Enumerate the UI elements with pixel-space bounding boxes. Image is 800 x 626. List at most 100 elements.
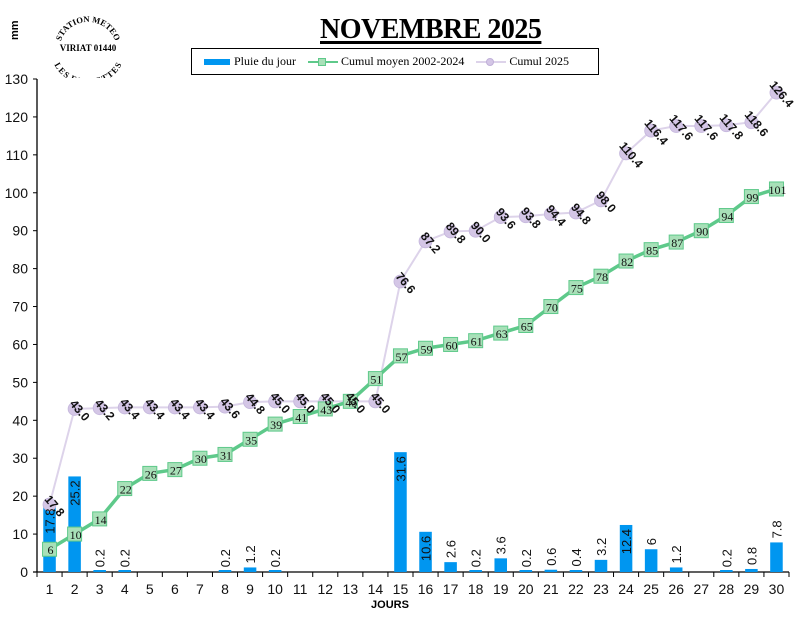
- rain-value-label: 25.2: [68, 480, 83, 505]
- average-cumul-value-label: 10: [70, 528, 82, 542]
- x-tick-label: 15: [393, 581, 409, 597]
- rain-value-label: 31.6: [393, 456, 408, 481]
- cumul-2025-marker: [218, 399, 232, 414]
- average-cumul-marker: [618, 253, 634, 269]
- y-tick-label: 0: [20, 564, 28, 580]
- x-tick-label: 21: [543, 581, 559, 597]
- average-cumul-marker: [668, 234, 684, 250]
- cumul-2025-marker: [167, 400, 182, 415]
- y-tick-label: 80: [12, 261, 28, 277]
- rain-value-label: 7.8: [769, 520, 784, 538]
- average-cumul-marker: [117, 481, 133, 497]
- cumul-2025-marker: [744, 115, 759, 130]
- average-cumul-value-label: 31: [220, 448, 232, 462]
- average-cumul-marker: [643, 242, 659, 258]
- y-tick-label: 50: [12, 374, 28, 390]
- average-cumul-value-label: 51: [370, 373, 382, 387]
- rain-bar: [644, 549, 658, 572]
- legend-item-cumul-2025: Cumul 2025: [476, 54, 569, 69]
- x-tick-label: 6: [171, 581, 179, 597]
- cumul-2025-marker: [694, 119, 709, 133]
- bar-swatch-icon: [204, 58, 230, 65]
- average-cumul-marker: [342, 393, 358, 409]
- y-tick-label: 70: [12, 299, 28, 315]
- rain-bar: [544, 569, 558, 572]
- average-cumul-value-label: 41: [295, 411, 307, 425]
- cumul-2025-value-label: 45.0: [368, 389, 394, 416]
- rain-value-label: 0.8: [744, 547, 759, 565]
- rain-value-label: 0.2: [218, 549, 233, 567]
- x-tick-label: 5: [146, 581, 154, 597]
- average-cumul-value-label: 70: [546, 301, 558, 315]
- x-tick-label: 27: [693, 581, 709, 597]
- average-cumul-marker: [468, 333, 484, 349]
- cumul-2025-value-label: 45.0: [343, 389, 369, 416]
- average-cumul-marker: [42, 541, 58, 557]
- x-tick-label: 11: [293, 581, 308, 597]
- x-axis-label: JOURS: [371, 599, 409, 611]
- cumul-2025-value-label: 76.6: [393, 269, 419, 296]
- rain-value-label: 0.2: [268, 549, 283, 567]
- rain-value-label: 0.2: [719, 549, 734, 567]
- cumul-2025-marker: [67, 402, 82, 416]
- rain-bar: [218, 570, 232, 572]
- y-tick-label: 60: [12, 336, 28, 352]
- cumul-2025-marker: [368, 394, 383, 409]
- cumul-2025-value-label: 87.2: [418, 229, 444, 256]
- legend-label: Pluie du jour: [234, 54, 296, 68]
- average-cumul-marker: [768, 181, 784, 197]
- x-tick-label: 13: [343, 581, 359, 597]
- cumul-2025-value-label: 43.4: [142, 395, 168, 422]
- average-cumul-marker: [543, 299, 559, 315]
- rain-value-label: 0.6: [544, 548, 559, 566]
- average-cumul-marker: [518, 318, 534, 333]
- y-tick-label: 130: [5, 71, 29, 87]
- rain-value-label: 2.6: [444, 540, 459, 558]
- average-cumul-marker: [217, 446, 233, 462]
- y-tick-label: 30: [12, 450, 28, 466]
- rain-bar: [444, 562, 457, 572]
- cumul-2025-marker: [193, 400, 207, 415]
- cumul-2025-marker: [243, 395, 257, 410]
- cumul-2025-value-label: 43.6: [217, 395, 243, 422]
- average-cumul-value-label: 35: [245, 433, 257, 447]
- cumul-2025-marker: [268, 394, 283, 409]
- average-cumul-marker: [92, 511, 108, 527]
- rain-value-label: 3.6: [494, 536, 509, 554]
- x-tick-label: 1: [46, 581, 54, 597]
- average-cumul-marker: [67, 526, 83, 542]
- rain-value-label: 17.8: [43, 508, 58, 533]
- x-tick-label: 9: [246, 581, 254, 597]
- rain-value-label: 1.2: [243, 545, 258, 563]
- rain-bar: [469, 570, 482, 572]
- cumul-2025-marker: [569, 205, 583, 220]
- y-tick-label: 100: [5, 185, 29, 201]
- daily-rain-labels: 17.8 25.2 0.2 0.2 0.2 1.2 0.2 31.6 10.6 2.6 0.2 3.6…: [43, 456, 785, 567]
- rain-value-label: 12.4: [619, 529, 634, 554]
- average-cumul-value-label: 27: [170, 464, 182, 478]
- average-cumul-value-label: 43: [320, 403, 332, 417]
- x-tick-label: 17: [443, 581, 459, 597]
- line-square-swatch-icon: [308, 57, 338, 67]
- cumul-2025-marker: [769, 85, 784, 100]
- average-cumul-value-label: 61: [471, 335, 483, 349]
- cumul-2025-marker: [518, 209, 533, 224]
- average-cumul-marker: [418, 340, 434, 356]
- y-tick-label: 90: [12, 223, 28, 239]
- rain-bar: [594, 559, 608, 572]
- x-tick-label: 16: [418, 581, 434, 597]
- rain-value-label: 10.6: [419, 536, 434, 561]
- rain-bar: [494, 558, 507, 572]
- average-cumul-marker: [568, 280, 584, 296]
- x-tick-label: 3: [96, 581, 104, 597]
- cumul-2025-value-label: 45.0: [267, 389, 293, 416]
- legend-label: Cumul moyen 2002-2024: [341, 54, 465, 68]
- average-cumul-marker: [443, 336, 459, 352]
- x-tick-label: 4: [121, 581, 129, 597]
- cumul-2025-marker: [92, 401, 107, 416]
- y-tick-label: 10: [12, 526, 28, 542]
- y-tick-label: 110: [6, 147, 29, 163]
- rain-bar: [68, 476, 81, 572]
- average-cumul-value-label: 90: [696, 225, 708, 239]
